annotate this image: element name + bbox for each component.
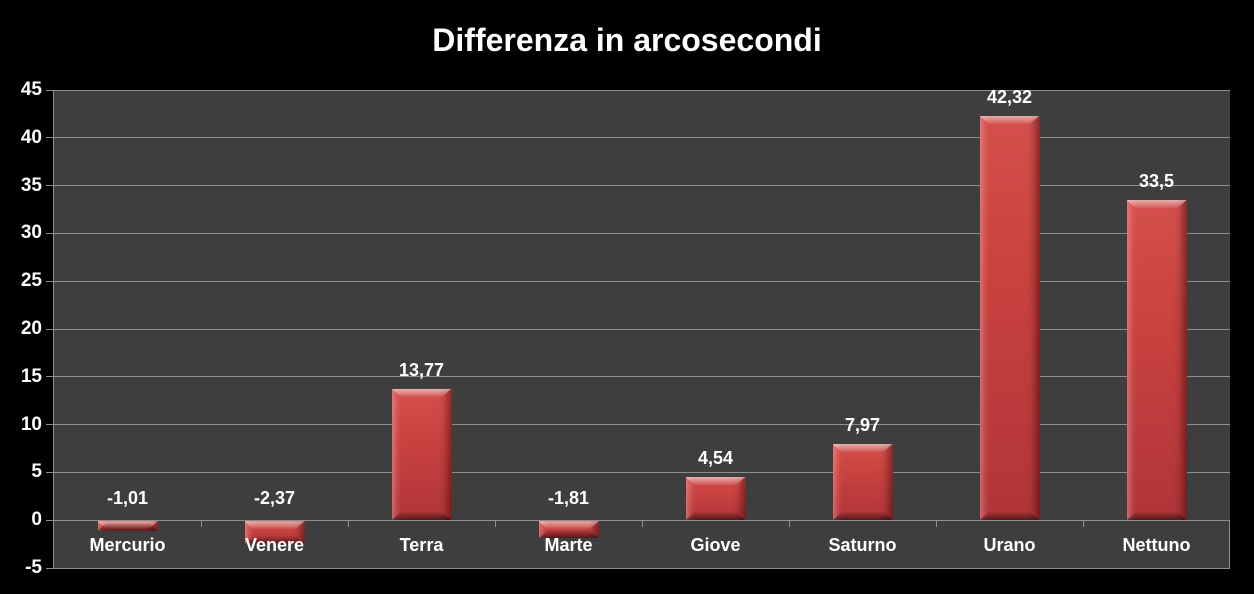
gridline (54, 280, 1230, 282)
y-axis-tick-label: 45 (20, 79, 42, 100)
y-axis-tick-label: 15 (20, 365, 42, 387)
gridline (54, 567, 1230, 569)
y-axis-tick-label: -5 (25, 557, 42, 578)
chart-title: Differenza in arcosecondi (432, 22, 822, 58)
y-axis-tick (46, 328, 54, 330)
gridline (54, 232, 1230, 234)
y-axis-tick-label: 10 (20, 413, 42, 435)
value-label-nettuno: 33,5 (1138, 170, 1175, 191)
y-axis-tick (46, 471, 54, 473)
value-label-terra: 13,77 (398, 359, 445, 380)
y-axis-line (53, 90, 54, 568)
bar-urano (979, 115, 1040, 521)
bar-nettuno (1126, 199, 1187, 521)
category-label-marte: Marte (544, 535, 593, 556)
x-axis-tick (641, 520, 643, 528)
gridline (54, 471, 1230, 473)
x-axis-tick (1082, 520, 1084, 528)
y-axis-tick (46, 280, 54, 282)
y-axis-tick (46, 376, 54, 378)
gridline (54, 424, 1230, 426)
y-axis-tick (46, 424, 54, 426)
value-label-marte: -1,81 (547, 488, 590, 509)
gridline (54, 185, 1230, 187)
value-label-venere: -2,37 (253, 488, 296, 509)
category-label-venere: Venere (244, 535, 305, 556)
y-axis-tick (46, 519, 54, 521)
category-label-saturno: Saturno (828, 535, 897, 556)
x-axis-tick (200, 520, 202, 528)
bar-terra (391, 388, 452, 521)
y-axis-tick-label: 40 (20, 126, 42, 148)
category-label-mercurio: Mercurio (89, 535, 166, 556)
x-axis-tick (494, 520, 496, 528)
bar-venere (244, 521, 305, 544)
category-label-giove: Giove (690, 535, 741, 556)
category-label-terra: Terra (399, 535, 444, 556)
bar-saturno (832, 444, 893, 521)
gridline (54, 376, 1230, 378)
x-axis-tick (788, 520, 790, 528)
gridline (54, 137, 1230, 139)
value-label-urano: 42,32 (986, 86, 1033, 107)
y-axis-tick-label: 35 (20, 174, 42, 196)
y-axis-tick (46, 137, 54, 139)
y-axis-tick-label: 5 (31, 461, 42, 483)
bar-giove (685, 476, 746, 521)
gridline (54, 328, 1230, 330)
category-label-nettuno: Nettuno (1122, 535, 1191, 556)
bar-marte (538, 521, 599, 539)
value-label-saturno: 7,97 (844, 415, 881, 435)
y-axis-tick-label: 20 (20, 318, 42, 339)
y-axis-tick (46, 89, 54, 91)
category-label-urano: Urano (983, 535, 1036, 556)
y-axis-tick-label: 30 (20, 222, 42, 244)
y-axis-tick (46, 232, 54, 234)
value-label-giove: 4,54 (697, 447, 734, 468)
x-axis-tick (935, 520, 937, 528)
y-axis-tick-label: 25 (20, 270, 42, 292)
gridline (54, 89, 1230, 91)
x-axis-tick (1229, 520, 1230, 568)
y-axis-tick (46, 567, 54, 569)
y-axis-tick-label: 0 (31, 509, 42, 531)
value-label-mercurio: -1,01 (106, 488, 149, 509)
x-axis-tick (347, 520, 349, 528)
bar-mercurio (97, 521, 158, 531)
y-axis-tick (46, 185, 54, 187)
